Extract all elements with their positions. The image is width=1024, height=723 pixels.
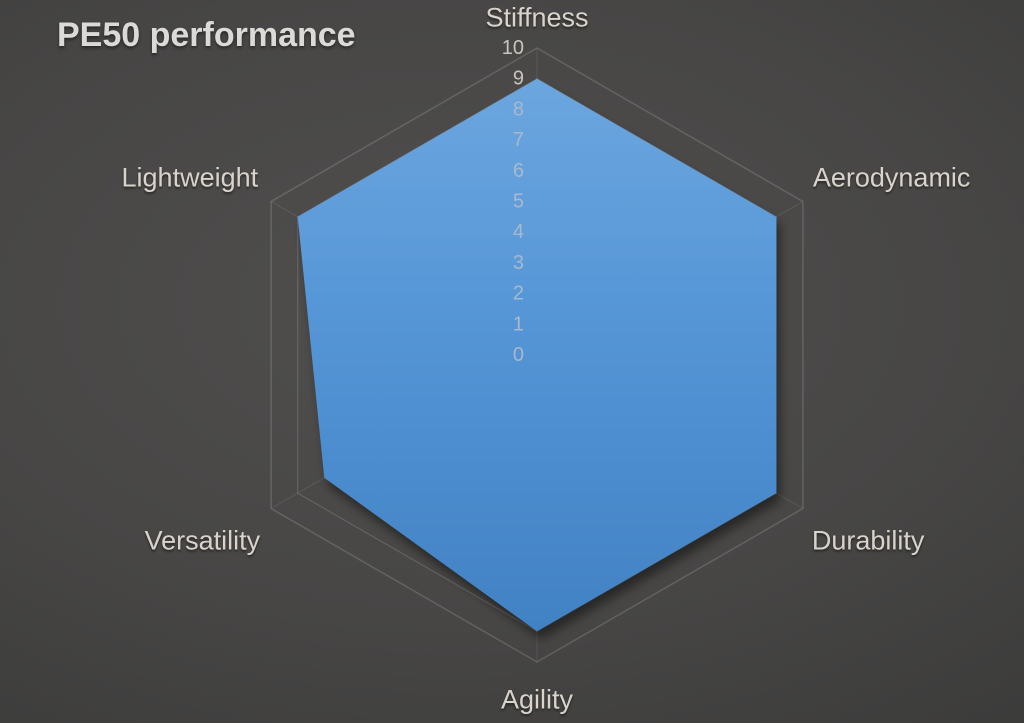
tick-label-3: 3	[513, 252, 524, 274]
axis-label-lightweight: Lightweight	[121, 162, 259, 192]
tick-label-4: 4	[513, 221, 524, 243]
tick-label-8: 8	[513, 98, 524, 120]
tick-label-2: 2	[513, 283, 524, 305]
tick-label-1: 1	[513, 313, 524, 335]
axis-label-agility: Agility	[500, 684, 574, 715]
grid-ring-10	[270, 47, 804, 663]
tick-label-5: 5	[513, 191, 524, 213]
axis-label-durability: Durability	[811, 525, 925, 555]
data-polygon-pe50	[297, 78, 777, 632]
tick-label-10: 10	[502, 37, 524, 59]
chart-title: PE50 performance	[57, 16, 356, 54]
tick-label-9: 9	[513, 68, 524, 90]
tick-label-7: 7	[513, 129, 524, 151]
axis-label-stiffness: Stiffness	[485, 2, 589, 33]
axis-label-versatility: Versatility	[144, 525, 261, 555]
axis-label-aerodynamic: Aerodynamic	[812, 162, 971, 192]
tick-label-0: 0	[513, 344, 524, 366]
tick-label-6: 6	[513, 160, 524, 182]
